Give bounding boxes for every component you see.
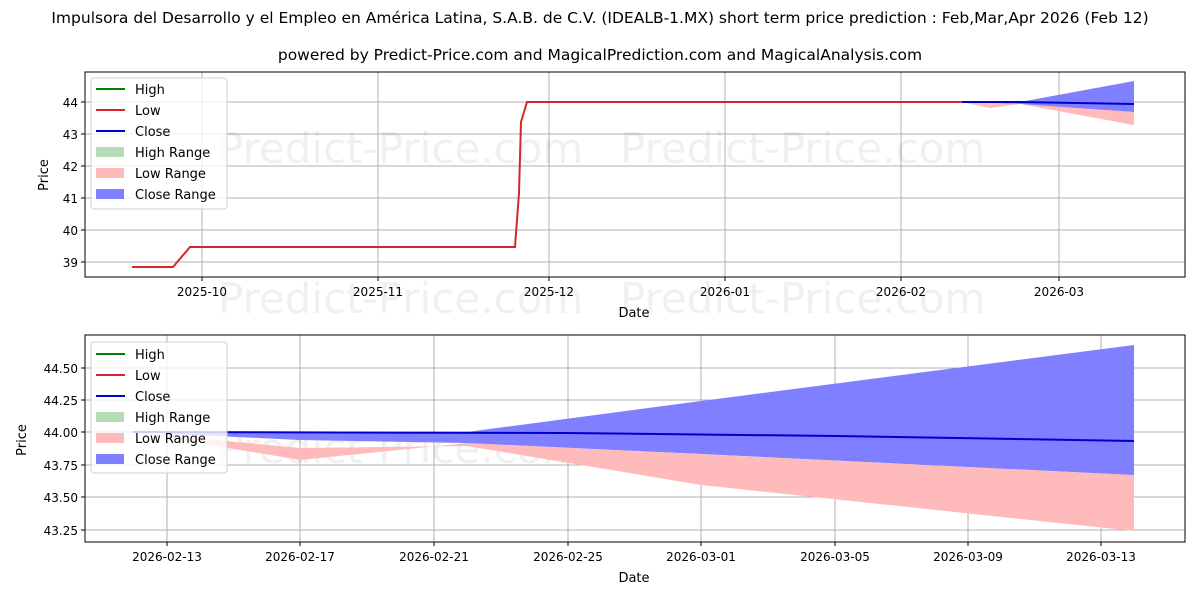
low-range-band bbox=[133, 432, 1134, 531]
y-tick-label: 42 bbox=[63, 160, 78, 174]
x-tick-label: 2025-10 bbox=[177, 285, 227, 299]
legend-label: Close Range bbox=[135, 188, 216, 203]
y-axis-label: Price bbox=[15, 424, 30, 456]
close-range-band bbox=[962, 81, 1134, 112]
y-axis-label: Price bbox=[37, 159, 52, 191]
x-tick-label: 2026-02-21 bbox=[399, 550, 469, 564]
legend-label: Low bbox=[135, 369, 161, 384]
legend-label: Close bbox=[135, 390, 170, 405]
y-tick-label: 43.25 bbox=[44, 524, 78, 538]
chart-subtitle: powered by Predict-Price.com and Magical… bbox=[277, 46, 923, 64]
y-tick-label: 44.00 bbox=[44, 426, 78, 440]
x-tick-label: 2026-03 bbox=[1034, 285, 1084, 299]
x-tick-label: 2025-11 bbox=[353, 285, 403, 299]
close-line bbox=[132, 431, 1135, 442]
y-tick-label: 44.25 bbox=[44, 394, 78, 408]
watermark: Predict-Price.com bbox=[218, 124, 583, 173]
y-tick-label: 41 bbox=[63, 192, 78, 206]
x-tick-label: 2026-02 bbox=[876, 285, 926, 299]
x-tick-label: 2026-02-13 bbox=[132, 550, 202, 564]
x-tick-label: 2026-03-13 bbox=[1066, 550, 1136, 564]
x-axis-label: Date bbox=[618, 306, 649, 321]
bottom-chart: Predict-Price.com Predict-Price.com 43.2… bbox=[15, 334, 1186, 586]
x-axis-label: Date bbox=[618, 571, 649, 586]
legend-low-range-swatch bbox=[96, 168, 124, 178]
top-chart: Predict-Price.com Predict-Price.com Pred… bbox=[37, 71, 1186, 323]
legend: High Low Close High Range Low Range Clos… bbox=[90, 77, 228, 210]
y-tick-label: 40 bbox=[63, 224, 78, 238]
legend-label: Close Range bbox=[135, 453, 216, 468]
top-axes-frame bbox=[84, 71, 1186, 278]
bottom-axes-frame bbox=[84, 334, 1186, 543]
x-tick-label: 2026-03-01 bbox=[666, 550, 736, 564]
legend-high-range-swatch bbox=[96, 147, 124, 157]
low-line bbox=[132, 101, 962, 268]
y-tick-label: 43.75 bbox=[44, 459, 78, 473]
legend-label: Low bbox=[135, 104, 161, 119]
y-tick-label: 39 bbox=[63, 256, 78, 270]
close-range-band bbox=[133, 345, 1134, 475]
legend-close-range-swatch bbox=[96, 189, 124, 199]
close-line bbox=[962, 101, 1135, 105]
legend-close-range-swatch bbox=[96, 454, 124, 464]
legend-label: Low Range bbox=[135, 432, 206, 447]
legend-low-range-swatch bbox=[96, 433, 124, 443]
x-tick-label: 2025-12 bbox=[524, 285, 574, 299]
legend-high-range-swatch bbox=[96, 412, 124, 422]
x-tick-label: 2026-01 bbox=[700, 285, 750, 299]
watermark: Predict-Price.com bbox=[218, 274, 583, 323]
low-range-band-lower bbox=[962, 102, 1134, 125]
y-tick-label: 44.50 bbox=[44, 362, 78, 376]
legend-label: High Range bbox=[135, 411, 210, 426]
watermark: Predict-Price.com bbox=[620, 124, 985, 173]
y-tick-label: 43 bbox=[63, 128, 78, 142]
x-tick-label: 2026-02-25 bbox=[533, 550, 603, 564]
legend-label: Low Range bbox=[135, 167, 206, 182]
legend-label: High bbox=[135, 83, 165, 98]
legend: High Low Close High Range Low Range Clos… bbox=[90, 341, 228, 474]
y-tick-label: 43.50 bbox=[44, 491, 78, 505]
legend-label: Close bbox=[135, 125, 170, 140]
watermark: Predict-Price.com bbox=[620, 274, 985, 323]
chart-title: Impulsora del Desarrollo y el Empleo en … bbox=[51, 9, 1149, 27]
x-tick-label: 2026-03-09 bbox=[933, 550, 1003, 564]
legend-label: High bbox=[135, 348, 165, 363]
x-tick-label: 2026-02-17 bbox=[265, 550, 335, 564]
y-tick-label: 44 bbox=[63, 96, 78, 110]
legend-label: High Range bbox=[135, 146, 210, 161]
x-tick-label: 2026-03-05 bbox=[800, 550, 870, 564]
